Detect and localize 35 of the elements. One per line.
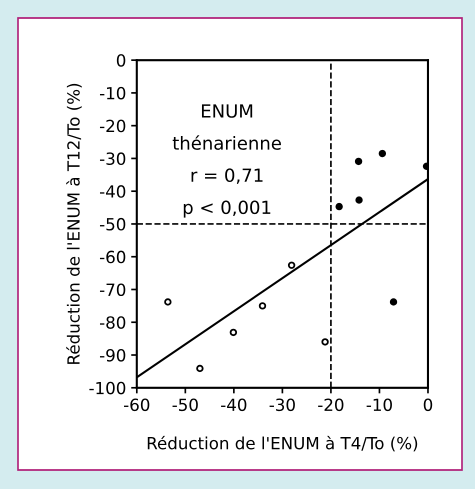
annotation: ENUM xyxy=(202,104,252,118)
y-tick-label: -60 xyxy=(100,250,126,264)
x-tick-label: -40 xyxy=(221,398,246,412)
y-tick-label: -20 xyxy=(100,120,126,132)
x-tick-label: 0 xyxy=(424,398,432,412)
annotation: p < 0,001 xyxy=(184,200,270,218)
x-tick-label: -20 xyxy=(318,398,344,412)
x-tick-label: -30 xyxy=(270,398,295,412)
point xyxy=(230,328,238,336)
x-tick-label: -60 xyxy=(124,398,150,412)
y-tick-label: -50 xyxy=(100,218,126,231)
y-tick-label: -90 xyxy=(100,348,126,362)
point xyxy=(321,338,329,346)
y-tick-label: -40 xyxy=(100,185,126,198)
y-tick-label: -100 xyxy=(89,382,126,394)
point xyxy=(196,364,204,372)
x-axis-title: Réduction de l'ENUM à T4/To (%) xyxy=(148,436,418,452)
point xyxy=(390,298,398,306)
x-tick-label: -50 xyxy=(172,398,198,412)
y-tick-label: -80 xyxy=(100,316,126,329)
y-tick-label: -10 xyxy=(100,86,126,100)
y-tick-label: -30 xyxy=(100,152,126,166)
point xyxy=(258,302,266,310)
point xyxy=(288,262,296,269)
point xyxy=(164,298,172,306)
point xyxy=(335,202,343,210)
point xyxy=(354,158,362,166)
y-axis-title: Réduction de l'ENUM à T12/To (%) xyxy=(66,84,82,364)
point xyxy=(378,150,386,158)
point xyxy=(355,196,363,204)
y-tick-label: 0 xyxy=(116,54,126,67)
annotation: thénarienne xyxy=(172,135,281,150)
y-tick-label: -70 xyxy=(100,283,126,296)
annotation: r = 0,71 xyxy=(192,168,263,184)
x-tick-label: -10 xyxy=(366,398,392,412)
